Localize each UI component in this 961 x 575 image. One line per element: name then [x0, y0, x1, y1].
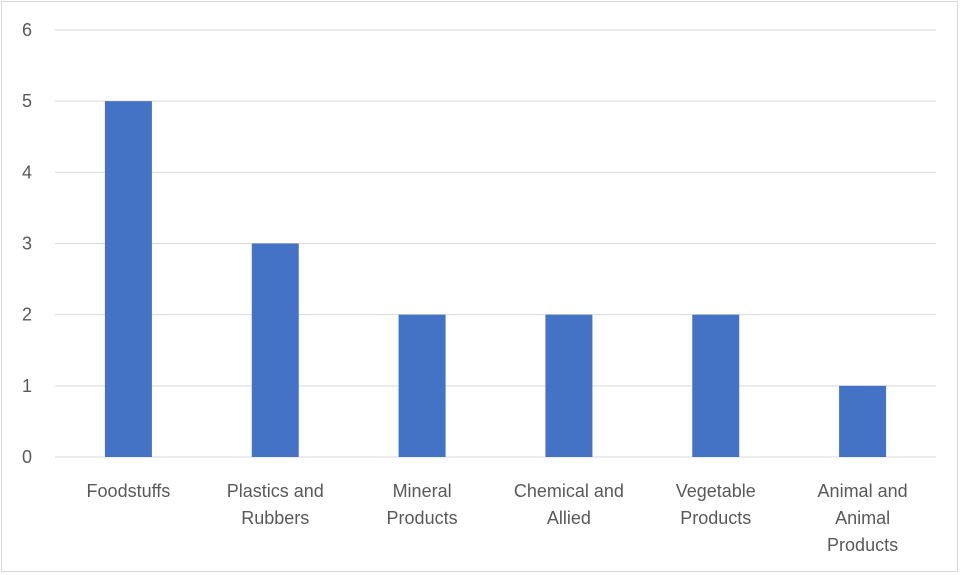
x-axis-ticks: Foodstuffs Plastics and Rubbers Mineral Prod…	[87, 481, 908, 555]
bar	[398, 314, 446, 457]
bar	[251, 243, 299, 457]
y-tick-label: 4	[22, 162, 32, 182]
gridlines	[55, 29, 936, 458]
y-tick-label: 3	[22, 234, 32, 254]
x-tick-label: Chemical and Allied	[514, 481, 624, 528]
y-tick-label: 5	[22, 91, 32, 111]
y-tick-label: 2	[22, 305, 32, 325]
x-tick-label: Plastics and Rubbers	[227, 481, 324, 528]
x-tick-label: Mineral Products	[387, 481, 458, 528]
bar	[692, 314, 740, 457]
x-tick-label: Vegetable Products	[676, 481, 756, 528]
y-tick-label: 0	[22, 447, 32, 467]
x-tick-label: Animal and Animal Products	[818, 481, 908, 555]
bar	[839, 385, 887, 457]
bar	[545, 314, 593, 457]
y-tick-label: 6	[22, 20, 32, 40]
x-tick-label: Foodstuffs	[87, 481, 171, 501]
bars	[104, 101, 887, 458]
y-axis-ticks: 0 1 2 3 4 5 6	[22, 20, 32, 467]
bar	[104, 101, 152, 458]
y-tick-label: 1	[22, 376, 32, 396]
